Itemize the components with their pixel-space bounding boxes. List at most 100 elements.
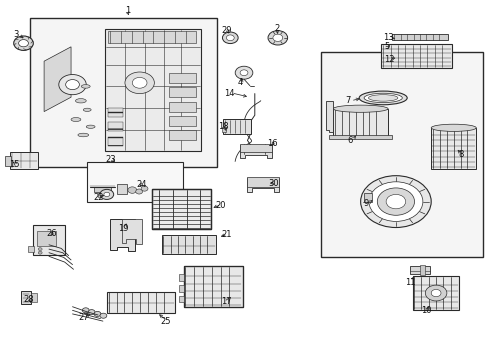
Text: 26: 26 bbox=[46, 229, 57, 238]
Bar bbox=[31, 293, 37, 302]
Bar bbox=[94, 187, 111, 192]
Bar bbox=[169, 87, 196, 97]
Polygon shape bbox=[247, 178, 279, 192]
Bar bbox=[10, 152, 38, 169]
Bar bbox=[179, 274, 184, 281]
Bar bbox=[21, 291, 31, 304]
Circle shape bbox=[38, 248, 42, 251]
Text: 15: 15 bbox=[9, 161, 20, 169]
Bar bbox=[28, 246, 34, 252]
Bar bbox=[87, 162, 183, 202]
Polygon shape bbox=[44, 47, 71, 112]
Bar bbox=[333, 109, 388, 137]
Circle shape bbox=[240, 70, 248, 76]
Circle shape bbox=[273, 34, 283, 41]
Text: 14: 14 bbox=[224, 89, 235, 98]
Text: 12: 12 bbox=[384, 55, 395, 64]
Text: 19: 19 bbox=[118, 224, 129, 233]
Bar bbox=[247, 177, 279, 187]
Circle shape bbox=[141, 186, 148, 191]
Ellipse shape bbox=[86, 125, 95, 129]
Circle shape bbox=[136, 189, 143, 194]
Polygon shape bbox=[122, 219, 142, 244]
Bar bbox=[410, 266, 430, 274]
Bar bbox=[169, 116, 196, 126]
Circle shape bbox=[369, 182, 423, 221]
Bar bbox=[5, 156, 11, 166]
Bar bbox=[117, 184, 127, 194]
Bar bbox=[107, 292, 175, 313]
Text: 27: 27 bbox=[78, 313, 89, 322]
Text: 2: 2 bbox=[274, 24, 279, 33]
Text: 16: 16 bbox=[267, 139, 278, 148]
Ellipse shape bbox=[83, 108, 91, 112]
Bar bbox=[37, 231, 56, 246]
Bar bbox=[179, 296, 184, 302]
Text: 20: 20 bbox=[215, 201, 226, 210]
Polygon shape bbox=[42, 101, 69, 157]
Bar bbox=[413, 276, 459, 310]
Polygon shape bbox=[326, 101, 333, 132]
Circle shape bbox=[88, 310, 95, 315]
Ellipse shape bbox=[71, 117, 81, 122]
Ellipse shape bbox=[81, 85, 90, 88]
Bar bbox=[321, 52, 483, 257]
Circle shape bbox=[94, 311, 101, 316]
Polygon shape bbox=[44, 47, 71, 112]
Circle shape bbox=[132, 77, 147, 88]
Bar bbox=[169, 102, 196, 112]
Circle shape bbox=[125, 72, 154, 94]
Polygon shape bbox=[110, 219, 135, 251]
Bar bbox=[152, 189, 211, 229]
Circle shape bbox=[226, 35, 234, 41]
Text: 4: 4 bbox=[238, 78, 243, 87]
Circle shape bbox=[425, 285, 447, 301]
Text: 17: 17 bbox=[221, 297, 232, 306]
Text: 1: 1 bbox=[125, 6, 130, 15]
Bar bbox=[169, 73, 196, 83]
Circle shape bbox=[377, 188, 415, 215]
Bar bbox=[222, 127, 226, 132]
Circle shape bbox=[235, 66, 253, 79]
Text: 10: 10 bbox=[421, 306, 432, 315]
Polygon shape bbox=[240, 145, 272, 158]
Circle shape bbox=[19, 40, 28, 47]
Circle shape bbox=[100, 313, 107, 318]
Circle shape bbox=[82, 308, 89, 313]
Text: 29: 29 bbox=[221, 26, 232, 35]
Bar bbox=[152, 189, 211, 229]
Text: 28: 28 bbox=[23, 295, 34, 304]
Circle shape bbox=[104, 192, 110, 197]
Circle shape bbox=[361, 176, 431, 228]
Bar bbox=[381, 44, 452, 68]
Bar bbox=[33, 225, 65, 255]
Bar bbox=[184, 266, 243, 307]
Bar bbox=[108, 122, 122, 131]
Circle shape bbox=[128, 187, 137, 193]
Text: 8: 8 bbox=[458, 150, 463, 159]
Text: 21: 21 bbox=[221, 230, 232, 239]
Circle shape bbox=[386, 194, 406, 209]
Text: 6: 6 bbox=[347, 136, 352, 145]
Text: 23: 23 bbox=[105, 155, 116, 164]
Bar bbox=[240, 144, 272, 152]
Text: 18: 18 bbox=[218, 122, 229, 131]
Text: 7: 7 bbox=[345, 96, 350, 105]
Bar bbox=[98, 193, 110, 197]
Bar bbox=[329, 135, 392, 139]
Bar bbox=[184, 266, 243, 307]
Bar bbox=[108, 108, 122, 117]
Circle shape bbox=[66, 80, 79, 90]
Text: 5: 5 bbox=[385, 42, 390, 51]
Ellipse shape bbox=[431, 124, 476, 131]
Ellipse shape bbox=[75, 99, 86, 103]
Bar bbox=[108, 31, 196, 43]
Bar bbox=[162, 235, 216, 254]
Circle shape bbox=[431, 289, 441, 297]
Circle shape bbox=[222, 32, 238, 44]
Ellipse shape bbox=[359, 91, 407, 105]
Text: 24: 24 bbox=[137, 180, 147, 189]
Text: 3: 3 bbox=[13, 30, 18, 39]
Circle shape bbox=[268, 31, 288, 45]
Circle shape bbox=[38, 251, 42, 254]
